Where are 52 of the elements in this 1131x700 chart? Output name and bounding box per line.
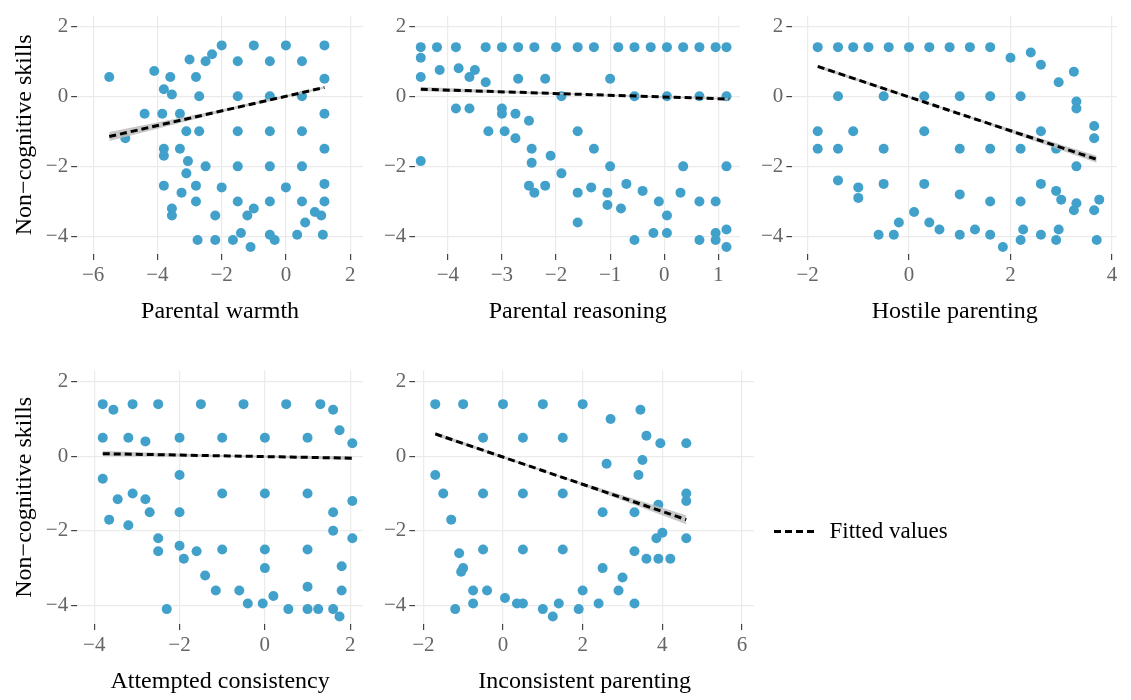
y-axis-title: Non−cognitive skills <box>9 396 36 598</box>
y-tick-label: −2 <box>761 152 784 177</box>
x-tick-label: −4 <box>436 262 460 287</box>
y-axis-title: Non−cognitive skills <box>9 34 36 236</box>
x-tick-label: 2 <box>344 632 356 657</box>
x-tick-label: −1 <box>598 262 622 287</box>
y-tick-label: −4 <box>761 222 784 247</box>
x-tick-label: 4 <box>657 632 669 657</box>
y-tick-label: −2 <box>384 152 407 177</box>
y-tick-label: 0 <box>772 82 784 107</box>
x-axis-title: Parental reasoning <box>488 296 667 323</box>
y-tick-label: 0 <box>395 442 407 467</box>
x-tick-label: 2 <box>344 262 356 287</box>
x-axis-title: Hostile parenting <box>871 296 1038 323</box>
x-tick-label: 0 <box>497 632 509 657</box>
x-tick-label: −4 <box>146 262 170 287</box>
y-tick-label: 0 <box>57 82 69 107</box>
x-tick-label: 0 <box>259 632 271 657</box>
y-tick-label: −4 <box>384 222 407 247</box>
y-tick-label: 2 <box>395 368 407 393</box>
y-tick-label: −4 <box>384 591 407 616</box>
x-tick-label: −2 <box>412 632 435 657</box>
y-tick-label: −2 <box>45 152 69 177</box>
x-tick-label: 0 <box>659 262 670 287</box>
y-tick-label: −2 <box>45 517 69 542</box>
x-tick-label: −3 <box>490 262 514 287</box>
x-tick-label: 6 <box>736 632 748 657</box>
x-tick-label: −2 <box>168 632 191 657</box>
y-tick-label: 2 <box>57 368 69 393</box>
y-tick-label: −4 <box>45 591 69 616</box>
y-tick-label: 2 <box>772 12 784 37</box>
x-tick-label: 4 <box>1106 262 1118 287</box>
x-tick-label: −4 <box>83 632 106 657</box>
x-tick-label: −2 <box>544 262 568 287</box>
y-tick-label: −4 <box>45 222 69 247</box>
y-tick-label: 2 <box>395 12 407 37</box>
x-tick-label: −2 <box>796 262 819 287</box>
x-tick-label: 0 <box>280 262 292 287</box>
y-tick-label: 2 <box>57 12 69 37</box>
legend-label: Fitted values <box>829 517 948 543</box>
x-tick-label: 2 <box>577 632 588 657</box>
x-tick-label: −6 <box>82 262 105 287</box>
y-tick-label: −2 <box>384 517 407 542</box>
x-tick-label: 0 <box>903 262 915 287</box>
x-tick-label: −2 <box>210 262 233 287</box>
y-tick-label: 0 <box>57 442 69 467</box>
x-axis-title: Parental warmth <box>141 296 300 323</box>
x-tick-label: 2 <box>1005 262 1016 287</box>
x-tick-label: 1 <box>713 262 724 287</box>
y-tick-label: 0 <box>395 82 407 107</box>
x-axis-title: Inconsistent parenting <box>478 666 691 693</box>
x-axis-title: Attempted consistency <box>110 666 330 693</box>
